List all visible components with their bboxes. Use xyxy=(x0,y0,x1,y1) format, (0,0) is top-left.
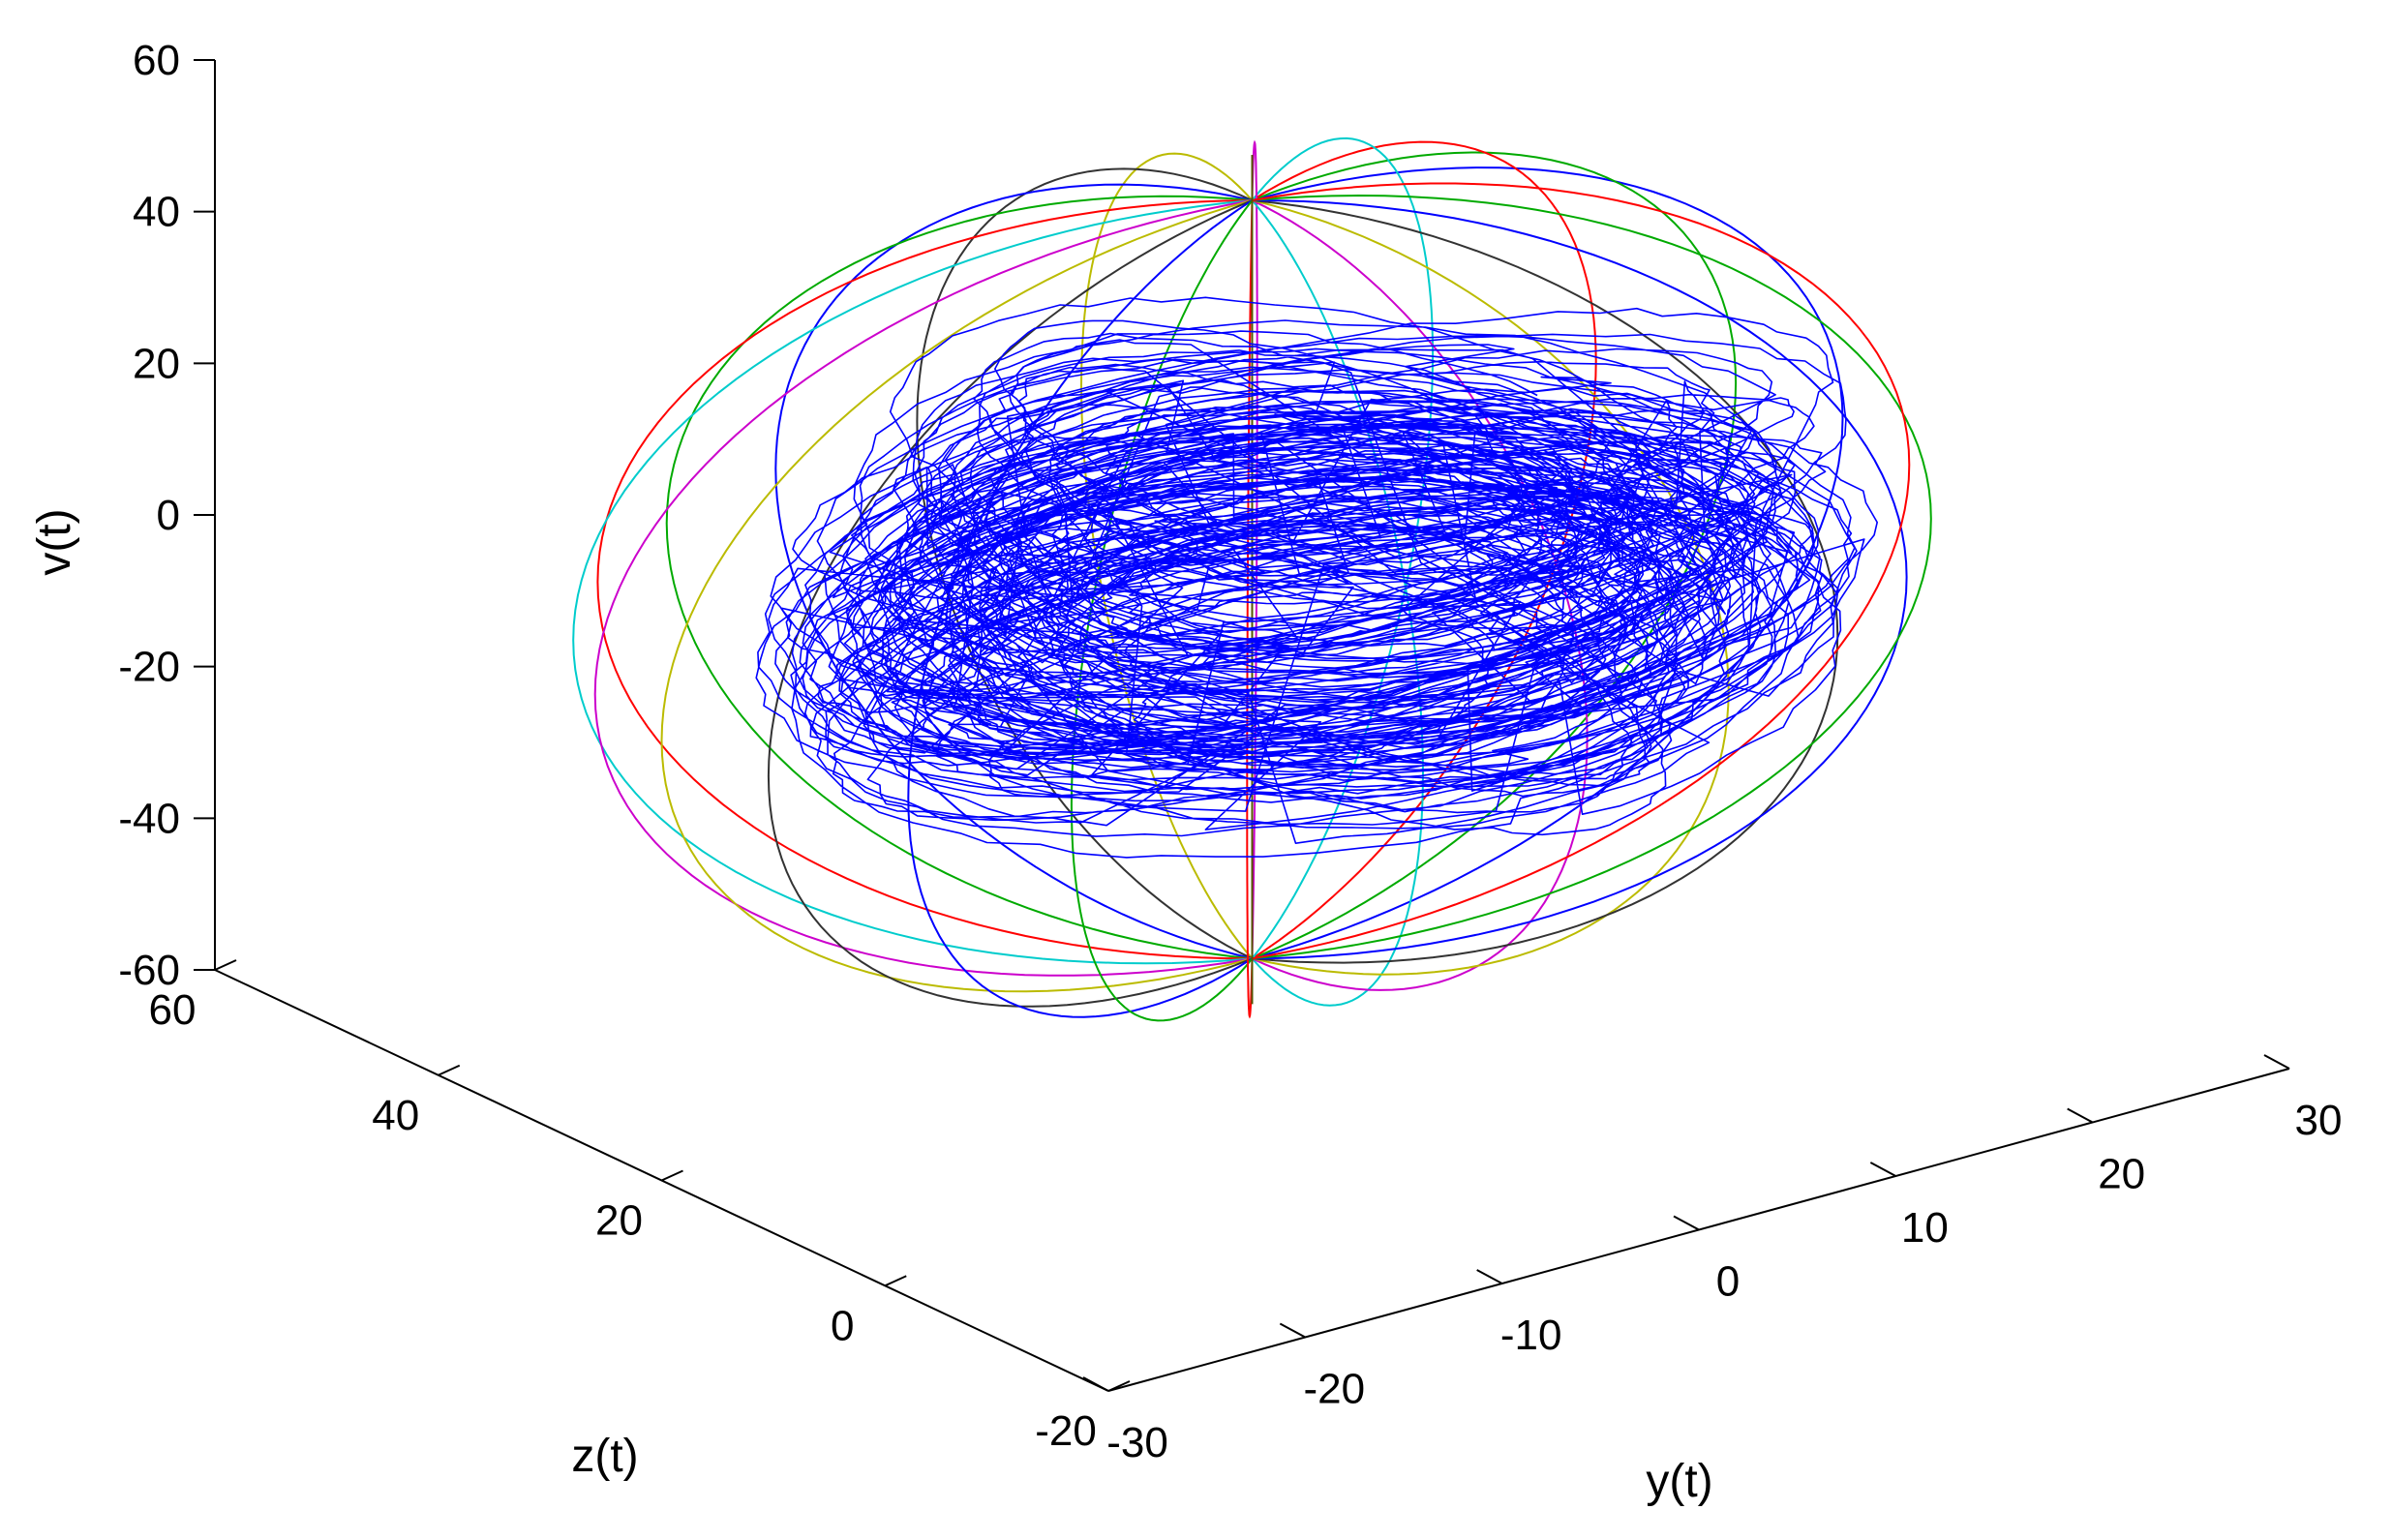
z-tick-label-2: 20 xyxy=(595,1197,643,1245)
y-tick-0 xyxy=(1082,1376,1109,1392)
z-tick-1 xyxy=(884,1275,907,1287)
y-tick-label-0: -30 xyxy=(1106,1419,1168,1466)
meridian-line-17 xyxy=(1251,199,1425,1007)
y-tick-label-6: 30 xyxy=(2295,1097,2343,1144)
meridian-line-22 xyxy=(1252,194,1932,960)
v-tick-label-5: 40 xyxy=(133,189,180,236)
v-axis-label: v(t) xyxy=(29,508,80,575)
meridian-line-8 xyxy=(665,195,1253,960)
z-tick-3 xyxy=(438,1064,461,1076)
z-axis-label: z(t) xyxy=(571,1431,638,1482)
y-tick-6 xyxy=(2263,1054,2290,1070)
meridian-line-20 xyxy=(1252,199,1839,964)
y-tick-3 xyxy=(1673,1215,1700,1231)
v-tick-label-3: 0 xyxy=(157,492,180,539)
z-tick-label-4: 60 xyxy=(149,986,197,1034)
trajectory-line xyxy=(755,296,1878,859)
y-tick-1 xyxy=(1279,1322,1306,1339)
z-tick-label-0: -20 xyxy=(1035,1407,1097,1455)
meridian-line-11 xyxy=(593,199,1253,977)
v-tick-label-0: -60 xyxy=(118,947,180,994)
meridian-line-0 xyxy=(1252,166,1844,960)
meridian-line-1 xyxy=(1252,151,1738,960)
y-axis-label: y(t) xyxy=(1646,1456,1712,1507)
v-tick-label-6: 60 xyxy=(133,37,180,84)
z-tick-label-1: 0 xyxy=(831,1302,854,1349)
meridian-line-18 xyxy=(1252,199,1589,991)
meridian-line-2 xyxy=(1251,140,1597,960)
axes-group: -60-40-200204060-200204060-30-20-1001020… xyxy=(118,37,2342,1466)
v-tick-label-4: 20 xyxy=(133,340,180,387)
meridian-line-3 xyxy=(1251,136,1435,959)
meridian-line-15 xyxy=(1070,199,1254,1022)
y-tick-4 xyxy=(1869,1162,1896,1177)
v-tick-label-2: -20 xyxy=(118,644,180,691)
y-tick-label-4: 10 xyxy=(1901,1204,1949,1252)
y-tick-2 xyxy=(1476,1269,1503,1284)
meridian-line-13 xyxy=(767,199,1253,1008)
z-tick-0 xyxy=(1107,1380,1131,1392)
meridian-line-21 xyxy=(1252,199,1908,960)
meridian-line-23 xyxy=(1252,182,1911,960)
meridian-line-10 xyxy=(572,199,1253,965)
meridian-line-12 xyxy=(660,199,1253,993)
v-tick-label-1: -40 xyxy=(118,795,180,842)
y-tick-label-2: -10 xyxy=(1500,1312,1562,1359)
z-tick-label-3: 40 xyxy=(372,1092,419,1139)
y-tick-5 xyxy=(2067,1107,2094,1124)
meridian-line-6 xyxy=(916,167,1253,960)
trajectory-series xyxy=(755,296,1878,859)
z-tick-2 xyxy=(661,1169,683,1182)
y-tick-label-1: -20 xyxy=(1304,1366,1366,1413)
y-tick-label-3: 0 xyxy=(1716,1258,1740,1306)
y-tick-label-5: 20 xyxy=(2098,1151,2145,1198)
meridian-line-9 xyxy=(596,199,1253,960)
meridian-line-7 xyxy=(774,183,1253,960)
z-tick-4 xyxy=(214,959,237,971)
